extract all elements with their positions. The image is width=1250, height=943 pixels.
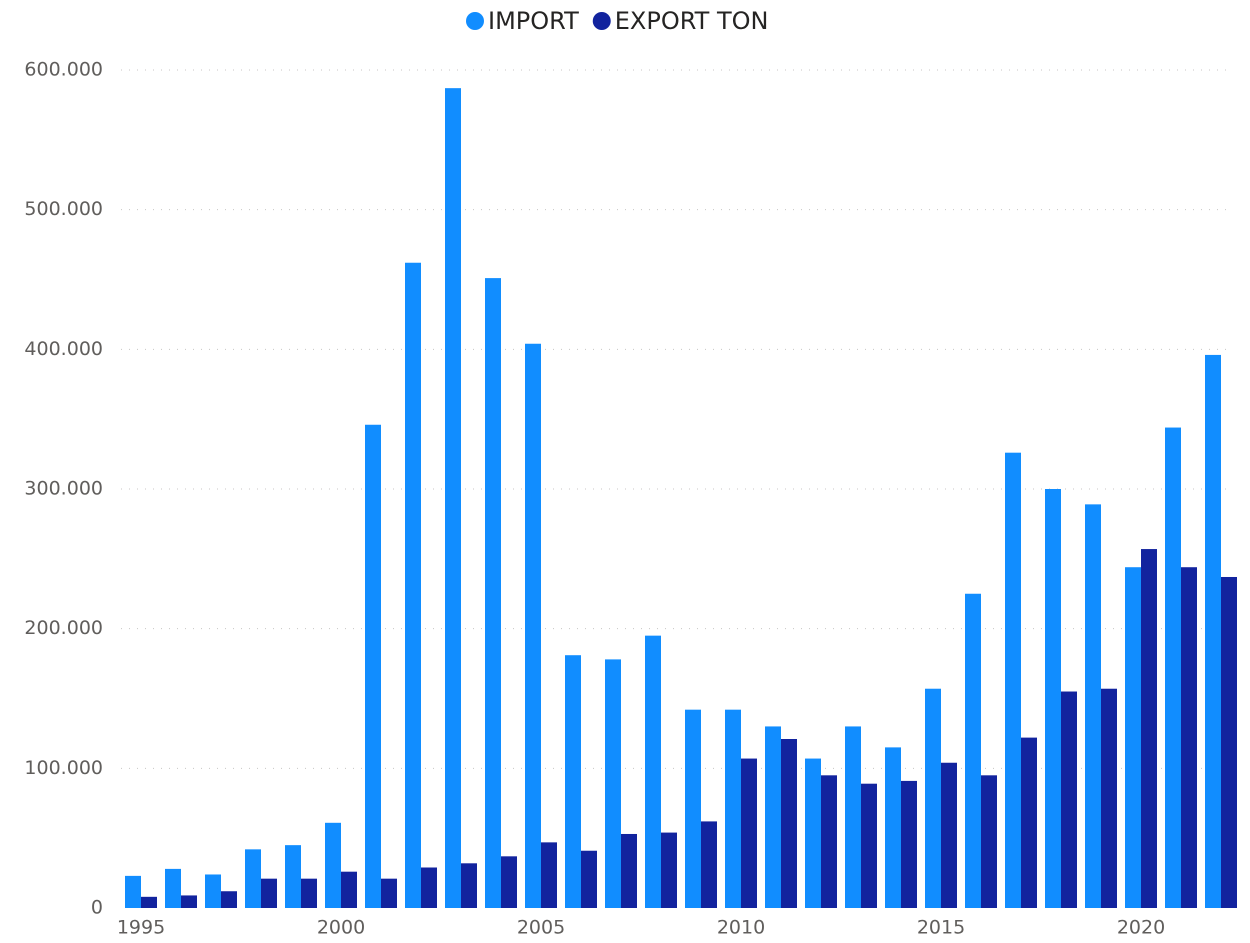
- legend-marker: [592, 12, 611, 30]
- bar: [725, 709, 741, 908]
- bar: [1205, 354, 1221, 908]
- bar: [125, 875, 141, 908]
- bar: [205, 874, 221, 908]
- y-tick-label: 300.000: [24, 478, 103, 500]
- x-tick-label: 2010: [717, 917, 765, 939]
- y-tick-label: 600.000: [24, 59, 103, 81]
- bar: [405, 262, 421, 908]
- legend-label: EXPORT TON: [615, 7, 769, 35]
- y-tick-label: 400.000: [24, 338, 103, 360]
- bar: [901, 780, 917, 908]
- bar: [421, 867, 437, 908]
- bar: [285, 845, 301, 908]
- bar: [741, 758, 757, 908]
- bar: [821, 775, 837, 908]
- bar: [925, 688, 941, 908]
- bar: [581, 850, 597, 908]
- bar: [621, 833, 637, 908]
- bar: [1085, 504, 1101, 908]
- bar: [1101, 688, 1117, 908]
- bar: [261, 878, 277, 908]
- x-tick-label: 2005: [517, 917, 565, 939]
- bar: [525, 343, 541, 908]
- bar: [1045, 489, 1061, 908]
- bar: [325, 822, 341, 908]
- y-tick-label: 100.000: [24, 757, 103, 779]
- y-tick-label: 200.000: [24, 617, 103, 639]
- bar: [661, 832, 677, 908]
- bar: [485, 278, 501, 908]
- bar: [565, 655, 581, 908]
- bar: [1125, 567, 1141, 908]
- bar: [605, 659, 621, 908]
- bar: [861, 783, 877, 908]
- bar: [685, 709, 701, 908]
- bar: [765, 726, 781, 908]
- bar: [1061, 691, 1077, 908]
- bar: [541, 842, 557, 908]
- bar: [781, 739, 797, 908]
- bar: [1141, 549, 1157, 908]
- bar: [141, 896, 157, 908]
- bar: [701, 821, 717, 908]
- bar: [805, 758, 821, 908]
- bar: [445, 88, 461, 908]
- bar: [301, 878, 317, 908]
- bar: [165, 868, 181, 908]
- bar: [365, 424, 381, 908]
- x-tick-label: 2015: [917, 917, 965, 939]
- bar: [885, 747, 901, 908]
- legend-label: IMPORT: [488, 7, 579, 35]
- x-tick-label: 2000: [317, 917, 365, 939]
- y-tick-label: 500.000: [24, 198, 103, 220]
- x-tick-label: 1995: [117, 917, 165, 939]
- bar: [461, 863, 477, 908]
- bar: [245, 849, 261, 908]
- bar: [941, 762, 957, 908]
- bar: [1165, 427, 1181, 908]
- bar: [221, 891, 237, 908]
- bar: [341, 871, 357, 908]
- bar: [1021, 737, 1037, 908]
- bar: [1221, 576, 1237, 908]
- y-tick-label: 0: [91, 897, 103, 919]
- bar: [965, 593, 981, 908]
- bar: [181, 895, 197, 908]
- legend-marker: [466, 12, 484, 30]
- bar: [1005, 452, 1021, 908]
- bar: [645, 635, 661, 908]
- bar: [981, 775, 997, 908]
- bar: [501, 856, 517, 908]
- x-tick-label: 2020: [1117, 917, 1165, 939]
- bar: [381, 878, 397, 908]
- bar: [845, 726, 861, 908]
- bar: [1181, 567, 1197, 908]
